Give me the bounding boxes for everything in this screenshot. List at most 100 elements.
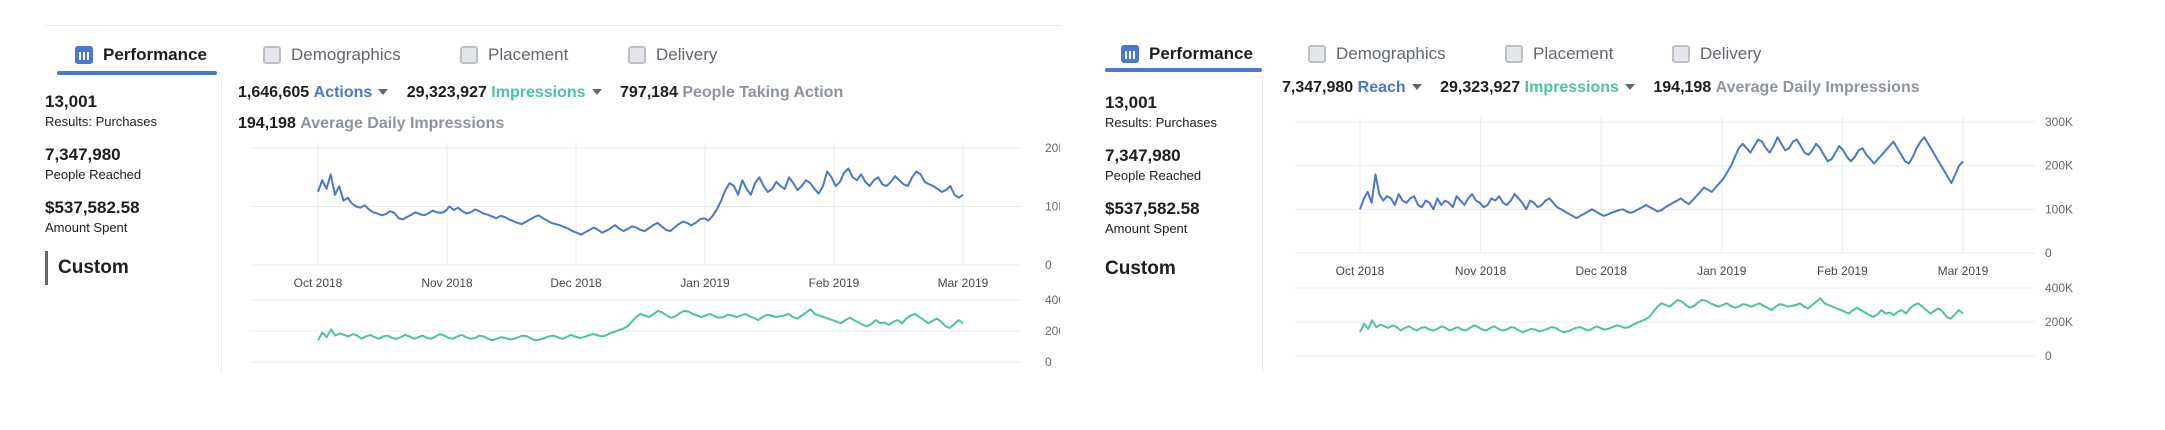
y-tick-label: 100K bbox=[2045, 202, 2073, 216]
metric-results[interactable]: 13,001 Results: Purchases bbox=[1105, 93, 1280, 130]
x-tick-label: Jan 2019 bbox=[680, 276, 730, 290]
metric-people-reached[interactable]: 7,347,980 People Reached bbox=[45, 145, 220, 182]
y-tick-label: 200K bbox=[2045, 315, 2073, 329]
sidebar-divider bbox=[1262, 76, 1263, 372]
reach-value: 7,347,980 bbox=[1282, 79, 1354, 96]
metric-label: People Reached bbox=[1105, 168, 1202, 183]
y-tick-label: 200K bbox=[1045, 324, 1060, 338]
metric-label: Amount Spent bbox=[45, 220, 128, 235]
right-performance-chart: 300K 200K 100K 0 Oct 2018 Nov 2018 Dec 2018 Jan… bbox=[1295, 115, 2073, 363]
chevron-down-icon[interactable] bbox=[378, 88, 389, 95]
people-icon bbox=[263, 46, 281, 64]
y-tick-label: 0 bbox=[2045, 246, 2052, 260]
tab-performance[interactable]: Performance bbox=[75, 36, 207, 74]
x-tick-label: Mar 2019 bbox=[1938, 264, 1989, 278]
tab-label: Placement bbox=[488, 45, 569, 64]
x-tick-label: Jan 2019 bbox=[1697, 264, 1747, 278]
active-tab-underline bbox=[57, 71, 217, 75]
metric-value: $537,582.58 bbox=[1105, 199, 1200, 218]
tab-delivery[interactable]: Delivery bbox=[1672, 35, 1761, 73]
metric-value: 13,001 bbox=[1105, 93, 1157, 112]
y-tick-label: 300K bbox=[2045, 115, 2073, 129]
y-tick-label: 400K bbox=[1045, 293, 1060, 307]
people-value: 797,184 bbox=[620, 84, 678, 101]
metric-label: Results: Purchases bbox=[45, 114, 157, 129]
right-insights-panel: Performance Demographics Placement Deliv… bbox=[1105, 0, 2165, 430]
x-tick-label: Nov 2018 bbox=[1455, 264, 1507, 278]
tab-label: Performance bbox=[103, 45, 207, 64]
series-line-impressions bbox=[317, 308, 964, 342]
active-tab-underline bbox=[1105, 68, 1262, 72]
tab-delivery[interactable]: Delivery bbox=[628, 36, 717, 74]
actions-value: 1,646,605 bbox=[238, 84, 310, 101]
delivery-icon bbox=[628, 46, 646, 64]
metric-amount-spent[interactable]: $537,582.58 Amount Spent bbox=[1105, 199, 1280, 236]
tab-bar: Performance Demographics Placement Deliv… bbox=[45, 25, 1060, 76]
people-label: People Taking Action bbox=[682, 84, 844, 101]
impressions-dropdown[interactable]: Impressions bbox=[491, 84, 586, 101]
daily-value: 194,198 bbox=[238, 115, 296, 132]
metric-label: Results: Purchases bbox=[1105, 115, 1217, 130]
stats-row-2: 194,198 Average Daily Impressions bbox=[238, 115, 504, 133]
x-tick-label: Dec 2018 bbox=[1576, 264, 1628, 278]
left-performance-chart: 20K 10K 0 Oct 2018 Nov 2018 Dec 2018 Jan 2019 F… bbox=[250, 141, 1060, 369]
metric-value: 13,001 bbox=[45, 92, 97, 111]
tab-placement[interactable]: Placement bbox=[1505, 35, 1613, 73]
tab-performance[interactable]: Performance bbox=[1121, 35, 1253, 73]
tab-demographics[interactable]: Demographics bbox=[263, 36, 401, 74]
tab-label: Performance bbox=[1149, 44, 1253, 63]
daily-label: Average Daily Impressions bbox=[300, 115, 505, 132]
delivery-icon bbox=[1672, 45, 1690, 63]
y-tick-label: 20K bbox=[1045, 141, 1060, 155]
metric-label: Amount Spent bbox=[1105, 221, 1188, 236]
y-tick-label: 0 bbox=[2045, 349, 2052, 363]
y-tick-label: 0 bbox=[1045, 355, 1052, 369]
daily-value: 194,198 bbox=[1653, 79, 1712, 96]
stats-row: 7,347,980 Reach 29,323,927 Impressions 1… bbox=[1282, 79, 1920, 97]
custom-button[interactable]: Custom bbox=[45, 251, 220, 285]
left-insights-panel: Performance Demographics Placement Deliv… bbox=[45, 0, 1060, 430]
metric-amount-spent[interactable]: $537,582.58 Amount Spent bbox=[45, 198, 220, 235]
metrics-sidebar: 13,001 Results: Purchases 7,347,980 Peop… bbox=[1105, 93, 1280, 286]
y-tick-label: 400K bbox=[2045, 281, 2073, 295]
metric-value: 7,347,980 bbox=[1105, 146, 1181, 165]
metric-label: People Reached bbox=[45, 167, 142, 182]
stats-row: 1,646,605 Actions 29,323,927 Impressions… bbox=[238, 84, 843, 102]
bar-chart-icon bbox=[75, 46, 93, 64]
metric-results[interactable]: 13,001 Results: Purchases bbox=[45, 92, 220, 129]
daily-label: Average Daily Impressions bbox=[1715, 79, 1920, 96]
tab-bar: Performance Demographics Placement Deliv… bbox=[1105, 25, 2165, 75]
x-tick-label: Feb 2019 bbox=[1817, 264, 1868, 278]
custom-button[interactable]: Custom bbox=[1105, 258, 1176, 279]
metric-value: $537,582.58 bbox=[45, 198, 140, 217]
chevron-down-icon[interactable] bbox=[591, 88, 602, 95]
series-line-actions bbox=[317, 167, 964, 236]
x-tick-label: Mar 2019 bbox=[938, 276, 989, 290]
x-tick-label: Feb 2019 bbox=[809, 276, 860, 290]
tab-label: Demographics bbox=[291, 45, 401, 64]
reach-dropdown[interactable]: Reach bbox=[1357, 79, 1406, 96]
chevron-down-icon[interactable] bbox=[1411, 83, 1422, 90]
x-tick-label: Oct 2018 bbox=[294, 276, 343, 290]
metric-people-reached[interactable]: 7,347,980 People Reached bbox=[1105, 146, 1280, 183]
people-icon bbox=[1308, 45, 1326, 63]
series-line-reach bbox=[1359, 136, 1964, 220]
y-tick-label: 10K bbox=[1045, 200, 1060, 214]
y-tick-label: 200K bbox=[2045, 159, 2073, 173]
placement-icon bbox=[460, 46, 478, 64]
metrics-sidebar: 13,001 Results: Purchases 7,347,980 Peop… bbox=[45, 92, 220, 285]
metric-value: 7,347,980 bbox=[45, 145, 121, 164]
impressions-dropdown[interactable]: Impressions bbox=[1524, 79, 1619, 96]
impressions-value: 29,323,927 bbox=[406, 84, 487, 101]
tab-demographics[interactable]: Demographics bbox=[1308, 35, 1446, 73]
placement-icon bbox=[1505, 45, 1523, 63]
tab-label: Delivery bbox=[656, 45, 718, 64]
chevron-down-icon[interactable] bbox=[1624, 83, 1635, 90]
actions-dropdown[interactable]: Actions bbox=[313, 84, 373, 101]
x-tick-label: Nov 2018 bbox=[421, 276, 473, 290]
impressions-value: 29,323,927 bbox=[1440, 79, 1521, 96]
tab-placement[interactable]: Placement bbox=[460, 36, 568, 74]
series-line-impressions bbox=[1359, 297, 1964, 334]
bar-chart-icon bbox=[1121, 45, 1139, 63]
sidebar-divider bbox=[221, 80, 222, 372]
